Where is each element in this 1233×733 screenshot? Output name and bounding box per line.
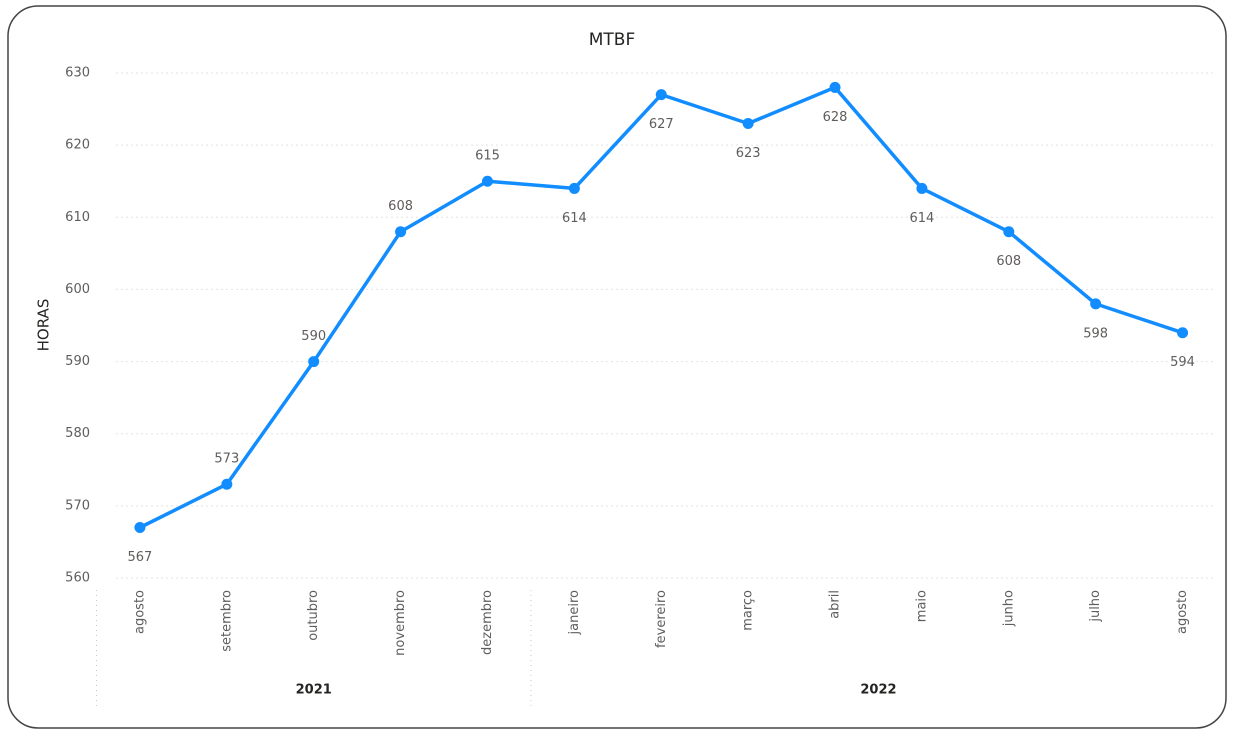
data-label: 614 [562, 211, 587, 226]
data-label: 608 [996, 254, 1021, 269]
point [134, 522, 146, 533]
x-tick-label: janeiro [567, 590, 582, 635]
point [481, 175, 493, 187]
y-tick-label: 560 [65, 571, 90, 586]
point [1090, 298, 1102, 310]
y-tick-label: 630 [65, 66, 90, 81]
x-tick-label: agosto [132, 590, 147, 634]
point [1177, 327, 1189, 339]
point [221, 478, 233, 490]
data-label: 594 [1170, 355, 1195, 370]
data-label: 573 [214, 452, 239, 467]
x-tick-label: julho [1088, 590, 1103, 623]
x-tick-label: junho [1001, 590, 1016, 627]
data-label: 614 [909, 211, 934, 226]
data-label: 590 [301, 329, 326, 344]
y-tick-label: 620 [65, 138, 90, 153]
data-label: 615 [475, 149, 500, 164]
data-label: 627 [649, 117, 674, 132]
data-label: 623 [736, 146, 761, 161]
group-label: 2021 [296, 683, 332, 698]
x-tick-label: abril [828, 590, 843, 619]
group-label: 2022 [860, 683, 896, 698]
data-label: 608 [388, 199, 413, 214]
point [742, 118, 754, 129]
point [655, 89, 667, 101]
point [829, 81, 841, 93]
x-tick-label: setembro [219, 590, 234, 652]
data-label: 598 [1083, 326, 1108, 341]
point [1003, 226, 1015, 238]
x-tick-label: novembro [393, 590, 408, 656]
x-tick-label: fevereiro [654, 590, 669, 648]
x-tick-label: outubro [306, 590, 321, 641]
x-tick-label: maio [914, 590, 929, 622]
x-tick-label: março [741, 590, 756, 631]
x-tick-label: dezembro [480, 590, 495, 655]
point [308, 356, 320, 368]
data-label: 567 [128, 550, 153, 565]
chart-title: MTBF [589, 30, 636, 50]
point [568, 182, 580, 194]
y-axis-title: HORAS [35, 299, 53, 352]
point [395, 226, 407, 238]
y-tick-label: 600 [65, 282, 90, 297]
y-tick-label: 610 [65, 210, 90, 225]
data-label: 628 [823, 110, 848, 125]
y-tick-label: 580 [65, 426, 90, 441]
y-tick-label: 590 [65, 354, 90, 369]
point [916, 182, 928, 194]
frame [7, 5, 1227, 729]
x-tick-label: agosto [1175, 590, 1190, 634]
y-tick-label: 570 [65, 498, 90, 513]
